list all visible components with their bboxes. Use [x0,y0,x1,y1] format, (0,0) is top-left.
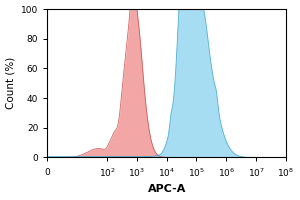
X-axis label: APC-A: APC-A [148,184,186,194]
Y-axis label: Count (%): Count (%) [6,57,16,109]
